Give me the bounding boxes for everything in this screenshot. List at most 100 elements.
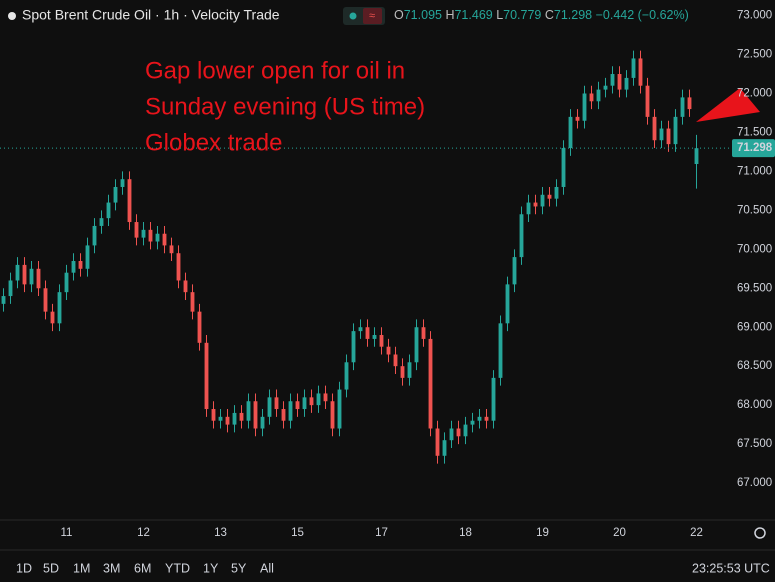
candle-body (351, 331, 356, 363)
candle-body (288, 401, 293, 421)
period-button[interactable]: 5D (43, 561, 59, 575)
candle-body (617, 74, 622, 90)
candle-body (365, 327, 370, 339)
candle-body (561, 148, 566, 187)
y-tick-label: 68.500 (737, 360, 772, 372)
y-tick-label: 71.500 (737, 126, 772, 138)
candle-body (92, 225, 97, 246)
market-open-dot (349, 12, 357, 20)
candle-body (470, 420, 475, 425)
candle-body (498, 323, 503, 378)
x-tick-label: 19 (536, 527, 549, 539)
candle-body (197, 311, 202, 343)
period-button[interactable]: All (260, 561, 274, 575)
ohlc-value: 71.298 (554, 8, 592, 22)
y-tick-label: 68.000 (737, 399, 772, 411)
candle-body (309, 397, 314, 406)
candle-body (176, 253, 181, 281)
settings-icon[interactable] (754, 527, 766, 539)
candle-body (162, 233, 167, 246)
candle-body (435, 428, 440, 456)
ohlc-label: O (394, 8, 404, 22)
candle-body (491, 377, 496, 421)
candle-body (15, 264, 20, 281)
candle-body (106, 202, 111, 219)
candle-body (596, 89, 601, 102)
symbol-title: Spot Brent Crude Oil · 1h · Velocity Tra… (22, 7, 280, 23)
candle-body (134, 222, 139, 238)
x-tick-label: 18 (459, 527, 472, 539)
candle-body (673, 116, 678, 145)
candle-body (414, 327, 419, 363)
candle-body (57, 292, 62, 324)
candle-body (190, 292, 195, 312)
candle-body (666, 128, 671, 145)
candle-body (533, 202, 538, 207)
period-button[interactable]: 3M (103, 561, 120, 575)
candle-body (281, 409, 286, 421)
annotation-text: Gap lower open for oil in (145, 57, 405, 84)
last-price-tag (732, 139, 775, 158)
x-tick-label: 15 (291, 527, 304, 539)
ohlc-values: O71.095 H71.469 L70.779 C71.298 −0.442 (… (394, 8, 689, 22)
candle-body (358, 327, 363, 332)
candle-body (463, 424, 468, 437)
ohlc-label: C (545, 8, 554, 22)
candle-body (505, 284, 510, 324)
candle-body (316, 393, 321, 406)
candle-body (8, 280, 13, 297)
candle-body (85, 245, 90, 269)
period-button[interactable]: 1M (73, 561, 90, 575)
candle-body (477, 416, 482, 421)
candle-body (386, 346, 391, 355)
period-button[interactable]: 6M (134, 561, 151, 575)
period-button[interactable]: YTD (165, 561, 190, 575)
y-tick-label: 72.500 (737, 49, 772, 61)
candle-body (204, 342, 209, 410)
candle-body (603, 85, 608, 90)
candle-body (519, 214, 524, 258)
candle-body (330, 401, 335, 429)
period-button[interactable]: 5Y (231, 561, 247, 575)
candle-body (456, 428, 461, 437)
candle-body (232, 412, 237, 425)
y-tick-label: 70.000 (737, 243, 772, 255)
last-price-label: 71.298 (737, 142, 773, 154)
candle-body (687, 97, 692, 110)
candle-body (225, 416, 230, 425)
y-tick-label: 67.500 (737, 438, 772, 450)
candle-body (267, 397, 272, 417)
ohlc-label: L (496, 8, 503, 22)
y-tick-label: 72.000 (737, 88, 772, 100)
period-button[interactable]: 1D (16, 561, 32, 575)
candle-body (610, 74, 615, 86)
x-tick-label: 12 (137, 527, 150, 539)
candle-body (295, 401, 300, 410)
candle-body (148, 229, 153, 242)
candle-body (575, 116, 580, 121)
ohlc-value: 71.095 (404, 8, 442, 22)
candle-body (253, 401, 258, 429)
annotation-arrow (696, 88, 760, 122)
candle-body (659, 128, 664, 141)
candle-body (64, 272, 69, 293)
candle-body (260, 416, 265, 429)
candle-body (246, 401, 251, 421)
period-button[interactable]: 1Y (203, 561, 219, 575)
candle-body (36, 268, 41, 289)
annotation-text: Globex trade (145, 129, 282, 156)
candle-body (1, 296, 6, 304)
delay-symbol: ≈ (369, 10, 375, 22)
clock: 23:25:53 UTC (692, 561, 770, 575)
candle-body (547, 194, 552, 199)
annotation-text: Sunday evening (US time) (145, 93, 425, 120)
y-tick-label: 70.500 (737, 204, 772, 216)
candle-body (127, 179, 132, 223)
candle-body (428, 338, 433, 429)
candle-body (589, 93, 594, 102)
candle-body (211, 409, 216, 421)
y-tick-label: 73.000 (737, 10, 772, 22)
candle-body (512, 257, 517, 285)
candle-body (379, 335, 384, 347)
